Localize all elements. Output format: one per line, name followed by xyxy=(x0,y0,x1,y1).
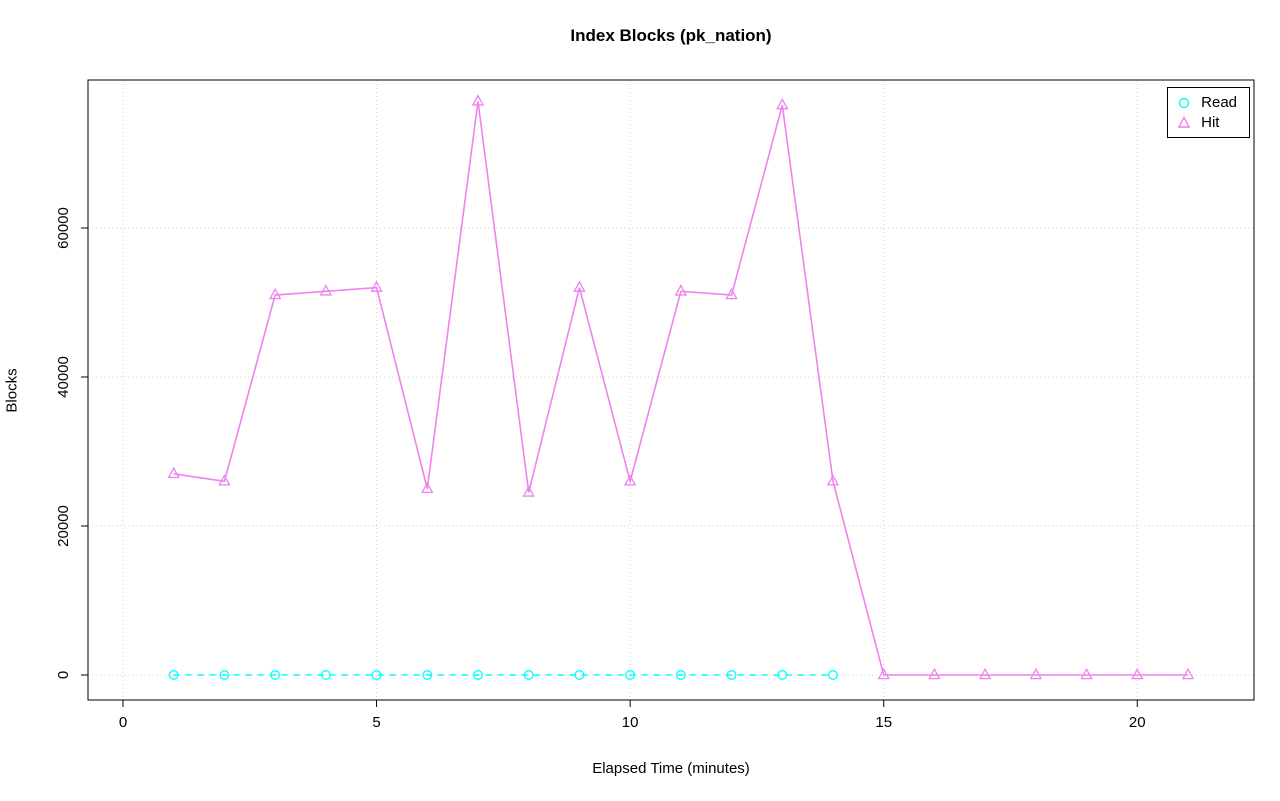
read-point-marker xyxy=(523,670,534,680)
legend-item-read: Read xyxy=(1176,94,1237,111)
read-circle-icon xyxy=(1178,97,1190,108)
read-point-marker xyxy=(473,670,483,680)
hit-point-marker xyxy=(370,280,383,292)
hit-point-marker xyxy=(1131,667,1144,680)
read-point-marker xyxy=(168,670,179,680)
hit-point-marker xyxy=(978,667,992,680)
read-point-marker xyxy=(371,670,382,680)
y-tick-label: 60000 xyxy=(55,207,72,249)
read-point-marker xyxy=(675,670,686,680)
hit-point-marker xyxy=(167,466,180,479)
x-tick-label: 20 xyxy=(1129,714,1146,731)
chart-title: Index Blocks (pk_nation) xyxy=(570,26,772,45)
axis-ticks xyxy=(81,227,1138,707)
read-point-marker xyxy=(320,670,331,680)
series-hit-line xyxy=(173,101,1188,676)
hit-point-marker xyxy=(319,284,333,296)
read-point-marker xyxy=(270,670,281,680)
legend-item-hit: Hit xyxy=(1176,114,1237,131)
hit-point-marker xyxy=(826,474,840,486)
read-point-marker xyxy=(726,670,737,680)
hit-point-marker xyxy=(471,94,485,106)
y-tick-label: 40000 xyxy=(55,356,72,398)
read-point-marker xyxy=(574,670,585,680)
series-read-markers xyxy=(168,670,838,680)
hit-point-marker xyxy=(1181,667,1195,680)
y-axis-label: Blocks xyxy=(3,368,21,413)
hit-point-marker xyxy=(1029,667,1043,680)
hit-point-marker xyxy=(877,667,890,680)
x-tick-label: 15 xyxy=(875,714,892,731)
x-tick-label: 5 xyxy=(372,714,380,731)
hit-point-marker xyxy=(218,474,231,486)
hit-point-marker xyxy=(421,481,434,493)
x-axis-label: Elapsed Time (minutes) xyxy=(592,760,750,777)
x-tick-label: 10 xyxy=(622,714,639,731)
legend-label-read: Read xyxy=(1201,94,1237,111)
legend: Read Hit xyxy=(1167,87,1250,138)
read-point-marker xyxy=(777,670,788,680)
hit-point-marker xyxy=(928,667,941,680)
read-point-marker xyxy=(625,670,636,680)
hit-point-marker xyxy=(522,485,535,497)
y-tick-label: 0 xyxy=(55,671,72,679)
read-point-marker xyxy=(422,670,433,680)
plot-frame xyxy=(87,79,1255,701)
y-tick-label: 20000 xyxy=(55,505,72,547)
hit-point-marker xyxy=(674,284,688,296)
series-hit-markers xyxy=(167,94,1195,680)
hit-point-marker xyxy=(725,287,738,300)
hit-point-marker xyxy=(1080,667,1093,680)
tick-labels: 0 5 10 15 20 0 20000 40000 60000 xyxy=(55,207,1146,731)
hit-point-marker xyxy=(268,287,282,300)
x-tick-label: 0 xyxy=(119,714,127,731)
legend-label-hit: Hit xyxy=(1201,114,1220,131)
hit-point-marker xyxy=(623,474,637,486)
hit-point-marker xyxy=(776,97,789,110)
hit-triangle-icon xyxy=(1177,115,1191,128)
hit-point-marker xyxy=(573,280,586,292)
gridlines xyxy=(88,80,1254,700)
read-point-marker xyxy=(828,670,838,680)
read-point-marker xyxy=(219,670,230,680)
